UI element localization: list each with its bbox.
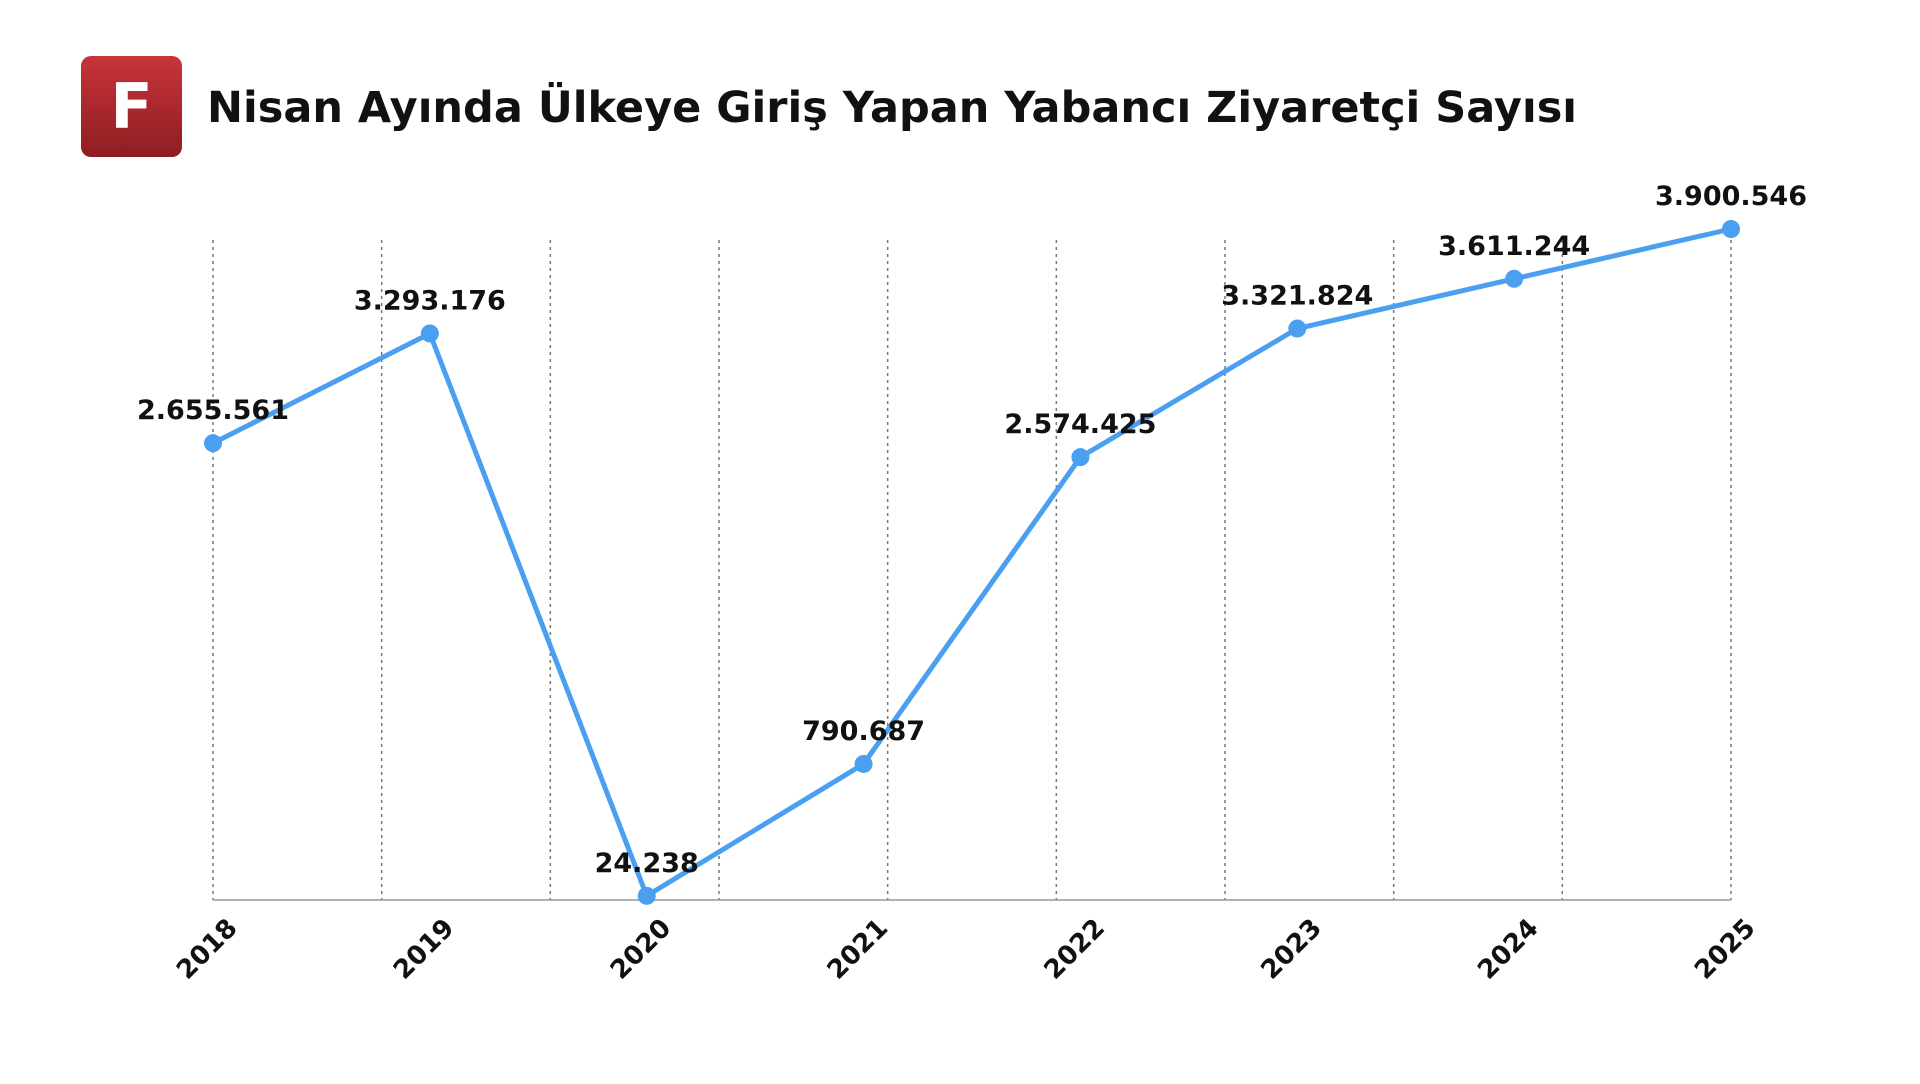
value-label: 3.900.546 [1655, 181, 1807, 212]
point [637, 886, 656, 905]
value-label: 790.687 [802, 716, 925, 747]
point [1288, 319, 1307, 338]
point [854, 754, 873, 773]
value-label: 2.655.561 [137, 395, 289, 426]
logo-letter: F [110, 70, 152, 143]
point [1071, 448, 1090, 467]
point [420, 324, 439, 343]
x-tick-label: 2025 [1689, 913, 1761, 985]
x-tick-label: 2018 [171, 913, 243, 985]
value-label: 24.238 [595, 848, 699, 879]
point [1505, 269, 1524, 288]
x-tick-label: 2022 [1039, 913, 1111, 985]
x-tick-label: 2023 [1255, 913, 1327, 985]
x-tick-label: 2024 [1472, 913, 1544, 985]
x-tick-label: 2020 [605, 913, 677, 985]
x-tick-label: 2021 [822, 913, 894, 985]
line [211, 226, 1732, 899]
point [204, 434, 222, 453]
x-tick-label: 2019 [388, 913, 460, 985]
value-label: 3.321.824 [1221, 281, 1373, 312]
logo: F [81, 56, 182, 157]
value-label: 3.293.176 [354, 285, 506, 316]
chart-title: Nisan Ayında Ülkeye Giriş Yapan Yabancı … [207, 82, 1577, 133]
point [1722, 220, 1740, 238]
value-label: 2.574.425 [1004, 409, 1156, 440]
value-label: 3.611.244 [1438, 231, 1590, 262]
logo-box [81, 56, 182, 157]
